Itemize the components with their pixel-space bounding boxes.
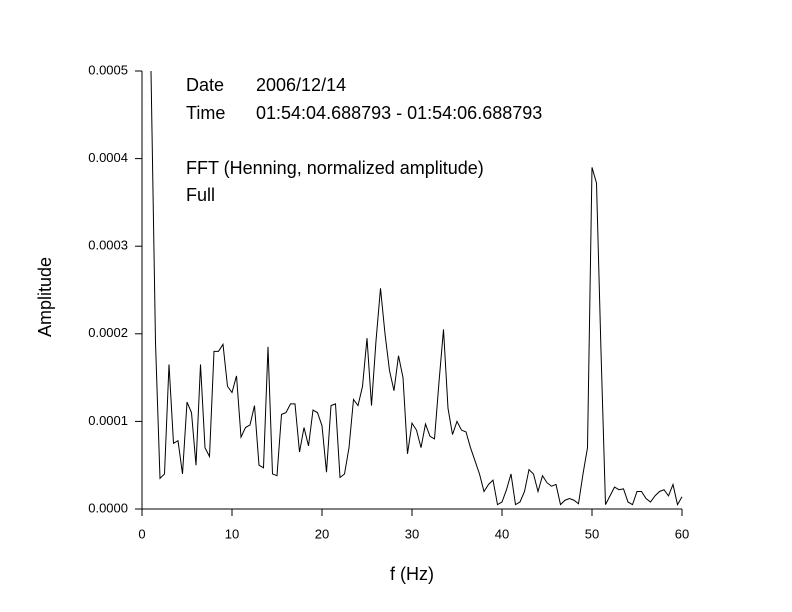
annotation: FFT (Henning, normalized amplitude) [186,158,484,178]
annotation-label: Time [186,103,225,123]
x-axis-label: f (Hz) [390,564,434,584]
series-line [150,70,683,506]
x-tick-label: 40 [495,526,509,541]
y-tick-label: 0.0005 [88,62,128,77]
y-axis-label: Amplitude [35,257,55,337]
annotation: 01:54:04.688793 - 01:54:06.688793 [256,103,542,123]
y-tick-label: 0.0001 [88,413,128,428]
y-tick-label: 0.0003 [88,238,128,253]
annotation: 2006/12/14 [256,75,346,95]
x-tick-label: 60 [675,526,689,541]
x-tick-label: 20 [315,526,329,541]
y-tick-label: 0.0004 [88,150,128,165]
annotation-label: Date [186,75,224,95]
y-tick-label: 0.0002 [88,325,128,340]
y-tick-label: 0.0000 [88,500,128,515]
x-tick-label: 30 [405,526,419,541]
x-tick-label: 50 [585,526,599,541]
x-tick-label: 10 [225,526,239,541]
x-tick-label: 0 [138,526,145,541]
annotation: Full [186,185,215,205]
